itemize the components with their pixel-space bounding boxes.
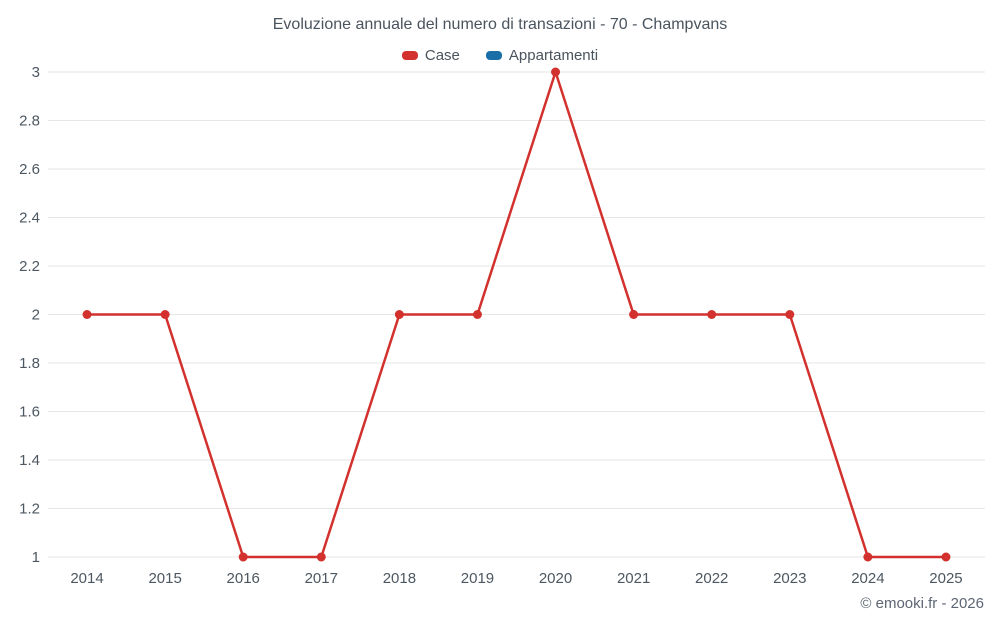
legend-label: Appartamenti [508, 47, 599, 64]
x-tick-label: 2015 [148, 570, 181, 587]
x-tick-label: 2025 [929, 570, 962, 587]
copyright-label: © emooki.fr - 2026 [860, 595, 984, 612]
y-tick-label: 1.2 [19, 501, 40, 518]
legend-item-case[interactable]: Case [401, 47, 460, 64]
data-point-case-2017[interactable] [316, 552, 326, 562]
data-point-case-2020[interactable] [551, 67, 561, 77]
data-point-case-2015[interactable] [160, 310, 170, 319]
x-tick-label: 2017 [305, 570, 338, 587]
y-tick-label: 2.4 [19, 210, 40, 227]
data-point-case-2022[interactable] [707, 310, 717, 319]
y-tick-label: 1 [32, 549, 40, 566]
data-point-case-2023[interactable] [785, 310, 795, 319]
data-point-case-2025[interactable] [941, 552, 951, 562]
x-tick-label: 2021 [617, 570, 650, 587]
y-tick-label: 2.2 [19, 258, 40, 275]
y-tick-label: 3 [32, 64, 40, 81]
x-tick-label: 2022 [695, 570, 728, 587]
data-point-case-2014[interactable] [82, 310, 92, 319]
legend-swatch-case [401, 51, 418, 60]
legend-label: Case [424, 47, 460, 64]
data-point-case-2021[interactable] [629, 310, 639, 319]
x-tick-label: 2018 [383, 570, 416, 587]
y-tick-label: 2.6 [19, 161, 40, 178]
data-point-case-2016[interactable] [238, 552, 248, 562]
data-point-case-2019[interactable] [472, 310, 482, 319]
chart-title: Evoluzione annuale del numero di transaz… [272, 16, 728, 33]
x-tick-label: 2016 [227, 570, 260, 587]
y-tick-label: 1.8 [19, 355, 40, 372]
y-tick-label: 1.6 [19, 404, 40, 421]
y-tick-label: 2 [32, 307, 40, 324]
x-tick-label: 2024 [851, 570, 884, 587]
y-tick-label: 1.4 [19, 452, 40, 469]
chart-legend: Case Appartamenti [0, 47, 1000, 64]
x-tick-label: 2023 [773, 570, 806, 587]
legend-item-appartamenti[interactable]: Appartamenti [485, 47, 599, 64]
series-line-case [85, 70, 948, 559]
y-tick-label: 2.8 [19, 113, 40, 130]
data-point-case-2024[interactable] [863, 552, 873, 562]
x-tick-label: 2014 [70, 570, 103, 587]
x-tick-label: 2020 [539, 570, 572, 587]
legend-swatch-appartamenti [485, 51, 502, 60]
x-tick-label: 2019 [461, 570, 494, 587]
data-point-case-2018[interactable] [394, 310, 404, 319]
